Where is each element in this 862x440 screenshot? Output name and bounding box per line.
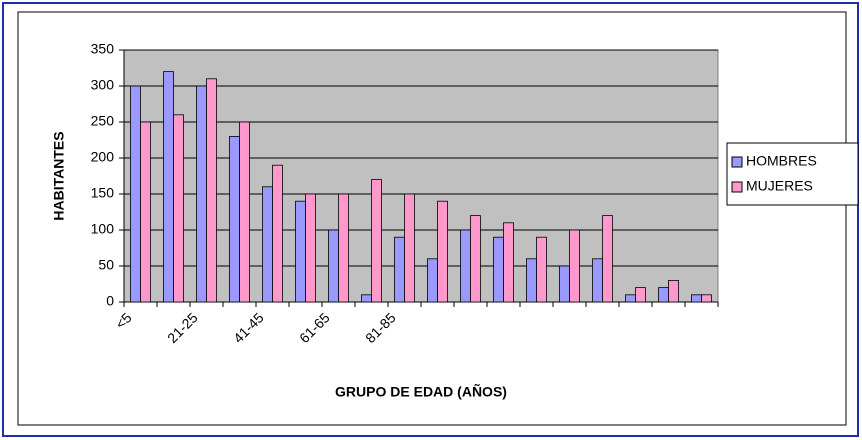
bar <box>569 229 580 303</box>
bar <box>635 287 646 303</box>
bar <box>140 121 151 303</box>
bar <box>625 294 636 303</box>
bar <box>295 200 306 303</box>
y-tick-label: 250 <box>91 113 115 129</box>
bar <box>493 236 504 303</box>
legend-label: HOMBRES <box>746 153 817 169</box>
bar <box>658 287 669 303</box>
legend-box <box>726 142 859 206</box>
bar <box>470 215 481 303</box>
bar <box>361 294 372 303</box>
bar <box>239 121 250 303</box>
bar <box>701 294 712 303</box>
legend-swatch <box>731 181 743 193</box>
bar <box>272 164 283 303</box>
bar <box>328 229 339 303</box>
bar <box>163 71 174 303</box>
bar <box>691 294 702 303</box>
bar <box>427 258 438 303</box>
bar <box>206 78 217 303</box>
bar <box>592 258 603 303</box>
y-tick-label: 150 <box>91 185 115 201</box>
bar <box>338 193 349 303</box>
y-axis-title: HABITANTES <box>51 131 67 220</box>
bar <box>602 215 613 303</box>
bar <box>460 229 471 303</box>
y-tick-label: 0 <box>106 293 114 309</box>
bar <box>394 236 405 303</box>
y-tick-label: 100 <box>91 221 115 237</box>
bar <box>668 279 679 303</box>
bar <box>536 236 547 303</box>
bar <box>130 85 141 303</box>
legend-label: MUJERES <box>746 178 813 194</box>
bar <box>305 193 316 303</box>
y-tick-label: 350 <box>91 41 115 57</box>
bar <box>404 193 415 303</box>
bar <box>229 135 240 303</box>
bar <box>503 222 514 303</box>
y-tick-label: 200 <box>91 149 115 165</box>
y-tick-label: 50 <box>98 257 114 273</box>
bar <box>559 265 570 303</box>
bar <box>437 200 448 303</box>
bar <box>262 186 273 303</box>
x-axis-title: GRUPO DE EDAD (AÑOS) <box>335 383 507 400</box>
bar <box>371 179 382 303</box>
legend-swatch <box>731 156 743 168</box>
bar <box>196 85 207 303</box>
bar <box>173 114 184 303</box>
y-tick-label: 300 <box>91 77 115 93</box>
bar <box>526 258 537 303</box>
